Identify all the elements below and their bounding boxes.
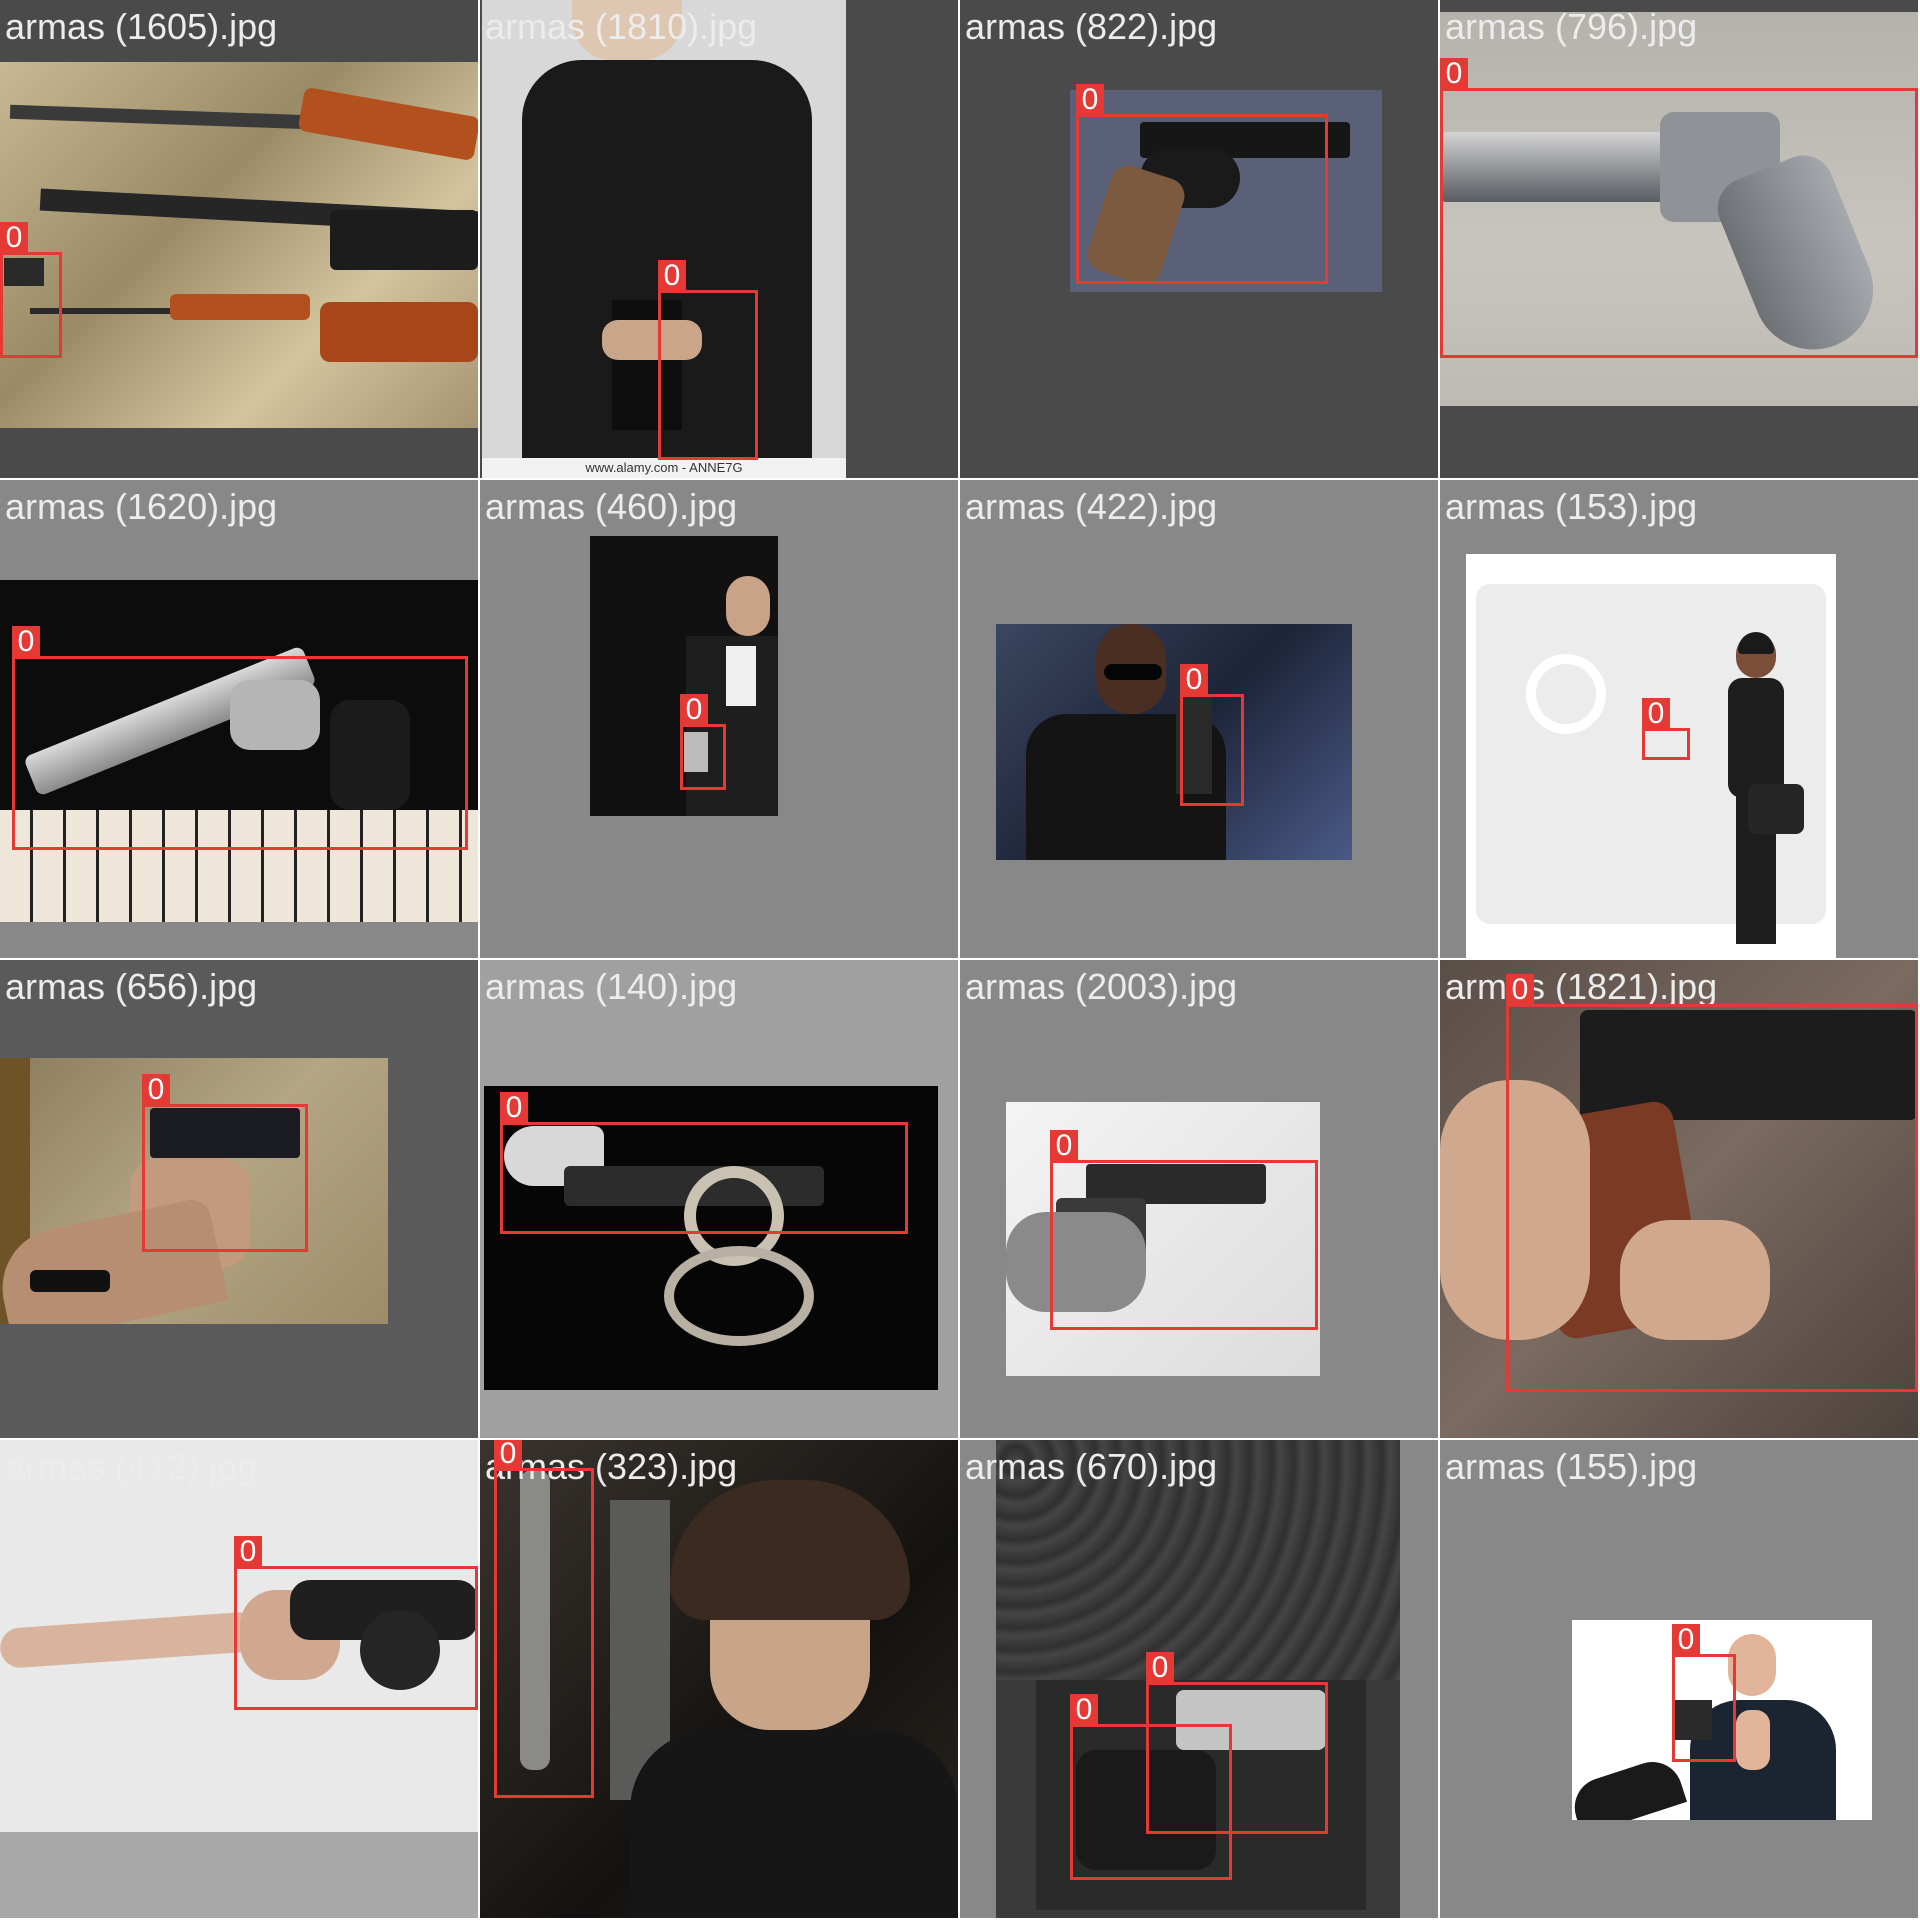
tile-filename: armas (1605).jpg [5, 6, 278, 47]
grid-tile[interactable]: www.alamy.com - ANNE7G 0 armas (1810).jp… [480, 0, 958, 478]
tile-photo [1466, 554, 1836, 958]
tile-photo [996, 1440, 1400, 1918]
grid-tile[interactable]: 0 armas (422).jpg [960, 480, 1438, 958]
grid-divider [0, 478, 1920, 480]
tile-filename: armas (670).jpg [965, 1446, 1218, 1487]
tile-filename: armas (460).jpg [485, 486, 738, 527]
tile-filename: armas (323).jpg [485, 1446, 738, 1487]
detection-box: 0 [658, 260, 758, 460]
tile-filename: armas (656).jpg [5, 966, 258, 1007]
grid-tile[interactable]: 0 armas (460).jpg [480, 480, 958, 958]
tile-filename: armas (822).jpg [965, 6, 1218, 47]
detection-box: 0 [12, 626, 468, 850]
tile-photo [0, 62, 478, 428]
class-label: 0 [234, 1536, 262, 1568]
tile-filename: armas (1620).jpg [5, 486, 278, 527]
tile-photo: www.alamy.com - ANNE7G [482, 0, 846, 478]
tile-filename: armas (1810).jpg [485, 6, 758, 47]
tile-photo [0, 580, 478, 922]
grid-tile[interactable]: 0 armas (1620).jpg [0, 480, 478, 958]
grid-tile[interactable]: 0 armas (153).jpg [1440, 480, 1918, 958]
class-label: 0 [1146, 1652, 1174, 1684]
detection-box: 0 [494, 1440, 594, 1798]
grid-divider [0, 1438, 1920, 1440]
detection-box: 0 [1146, 1652, 1328, 1834]
tile-photo [480, 1440, 958, 1918]
class-label: 0 [1180, 664, 1208, 696]
tile-filename: armas (2003).jpg [965, 966, 1238, 1007]
grid-tile[interactable]: 0 armas (155).jpg [1440, 1440, 1918, 1918]
class-label: 0 [12, 626, 40, 658]
detection-box: 0 [1440, 58, 1918, 358]
tile-filename: armas (412).jpg [5, 1446, 258, 1487]
tile-filename: armas (155).jpg [1445, 1446, 1698, 1487]
class-label: 0 [500, 1092, 528, 1124]
grid-tile[interactable]: 0 armas (822).jpg [960, 0, 1438, 478]
class-label: 0 [1050, 1130, 1078, 1162]
tile-filename: armas (140).jpg [485, 966, 738, 1007]
tile-photo [0, 1058, 388, 1324]
grid-tile[interactable]: 0 armas (2003).jpg [960, 960, 1438, 1438]
detection-box: 0 [1672, 1624, 1736, 1762]
detection-box: 0 [1070, 1694, 1232, 1880]
tile-photo [996, 624, 1352, 860]
class-label: 0 [1076, 84, 1104, 116]
tile-photo [1070, 90, 1382, 292]
detection-box: 0 [680, 694, 726, 790]
grid-tile[interactable]: 0 armas (796).jpg [1440, 0, 1918, 478]
detection-box: 0 [234, 1536, 478, 1710]
watermark-text: www.alamy.com - ANNE7G [585, 460, 743, 475]
tile-photo [0, 1440, 478, 1832]
class-label: 0 [1070, 1694, 1098, 1726]
class-label: 0 [494, 1440, 522, 1470]
class-label: 0 [142, 1074, 170, 1106]
detection-box: 0 [1506, 974, 1918, 1392]
tile-filename: armas (153).jpg [1445, 486, 1698, 527]
tile-filename: armas (796).jpg [1445, 6, 1698, 47]
tile-photo [484, 1086, 938, 1390]
class-label: 0 [1672, 1624, 1700, 1656]
class-label: 0 [680, 694, 708, 726]
grid-divider [478, 0, 480, 1920]
detection-box: 0 [1076, 84, 1328, 284]
grid-divider [958, 0, 960, 1920]
grid-tile[interactable]: 0 armas (1605).jpg [0, 0, 478, 478]
detection-box: 0 [1642, 698, 1690, 760]
grid-tile[interactable]: 0 armas (323).jpg [480, 1440, 958, 1918]
detection-box: 0 [142, 1074, 308, 1252]
detection-box: 0 [0, 222, 62, 358]
grid-divider [1438, 0, 1440, 1920]
tile-photo [1440, 960, 1918, 1438]
grid-divider [0, 958, 1920, 960]
class-label: 0 [1506, 974, 1534, 1006]
grid-tile[interactable]: 0 0 armas (670).jpg [960, 1440, 1438, 1918]
tile-photo [590, 536, 778, 816]
class-label: 0 [658, 260, 686, 292]
grid-tile[interactable]: 0 armas (140).jpg [480, 960, 958, 1438]
class-label: 0 [0, 222, 28, 254]
class-label: 0 [1642, 698, 1670, 730]
tile-filename: armas (422).jpg [965, 486, 1218, 527]
tile-photo [1440, 12, 1918, 406]
grid-tile[interactable]: 0 armas (656).jpg [0, 960, 478, 1438]
grid-tile[interactable]: 0 armas (412).jpg [0, 1440, 478, 1918]
grid-tile[interactable]: 0 armas (1821).jpg [1440, 960, 1918, 1438]
detection-box: 0 [1180, 664, 1244, 806]
tile-filename: armas (1821).jpg [1445, 966, 1718, 1007]
detection-box: 0 [1050, 1130, 1318, 1330]
class-label: 0 [1440, 58, 1468, 90]
detection-box: 0 [500, 1092, 908, 1234]
